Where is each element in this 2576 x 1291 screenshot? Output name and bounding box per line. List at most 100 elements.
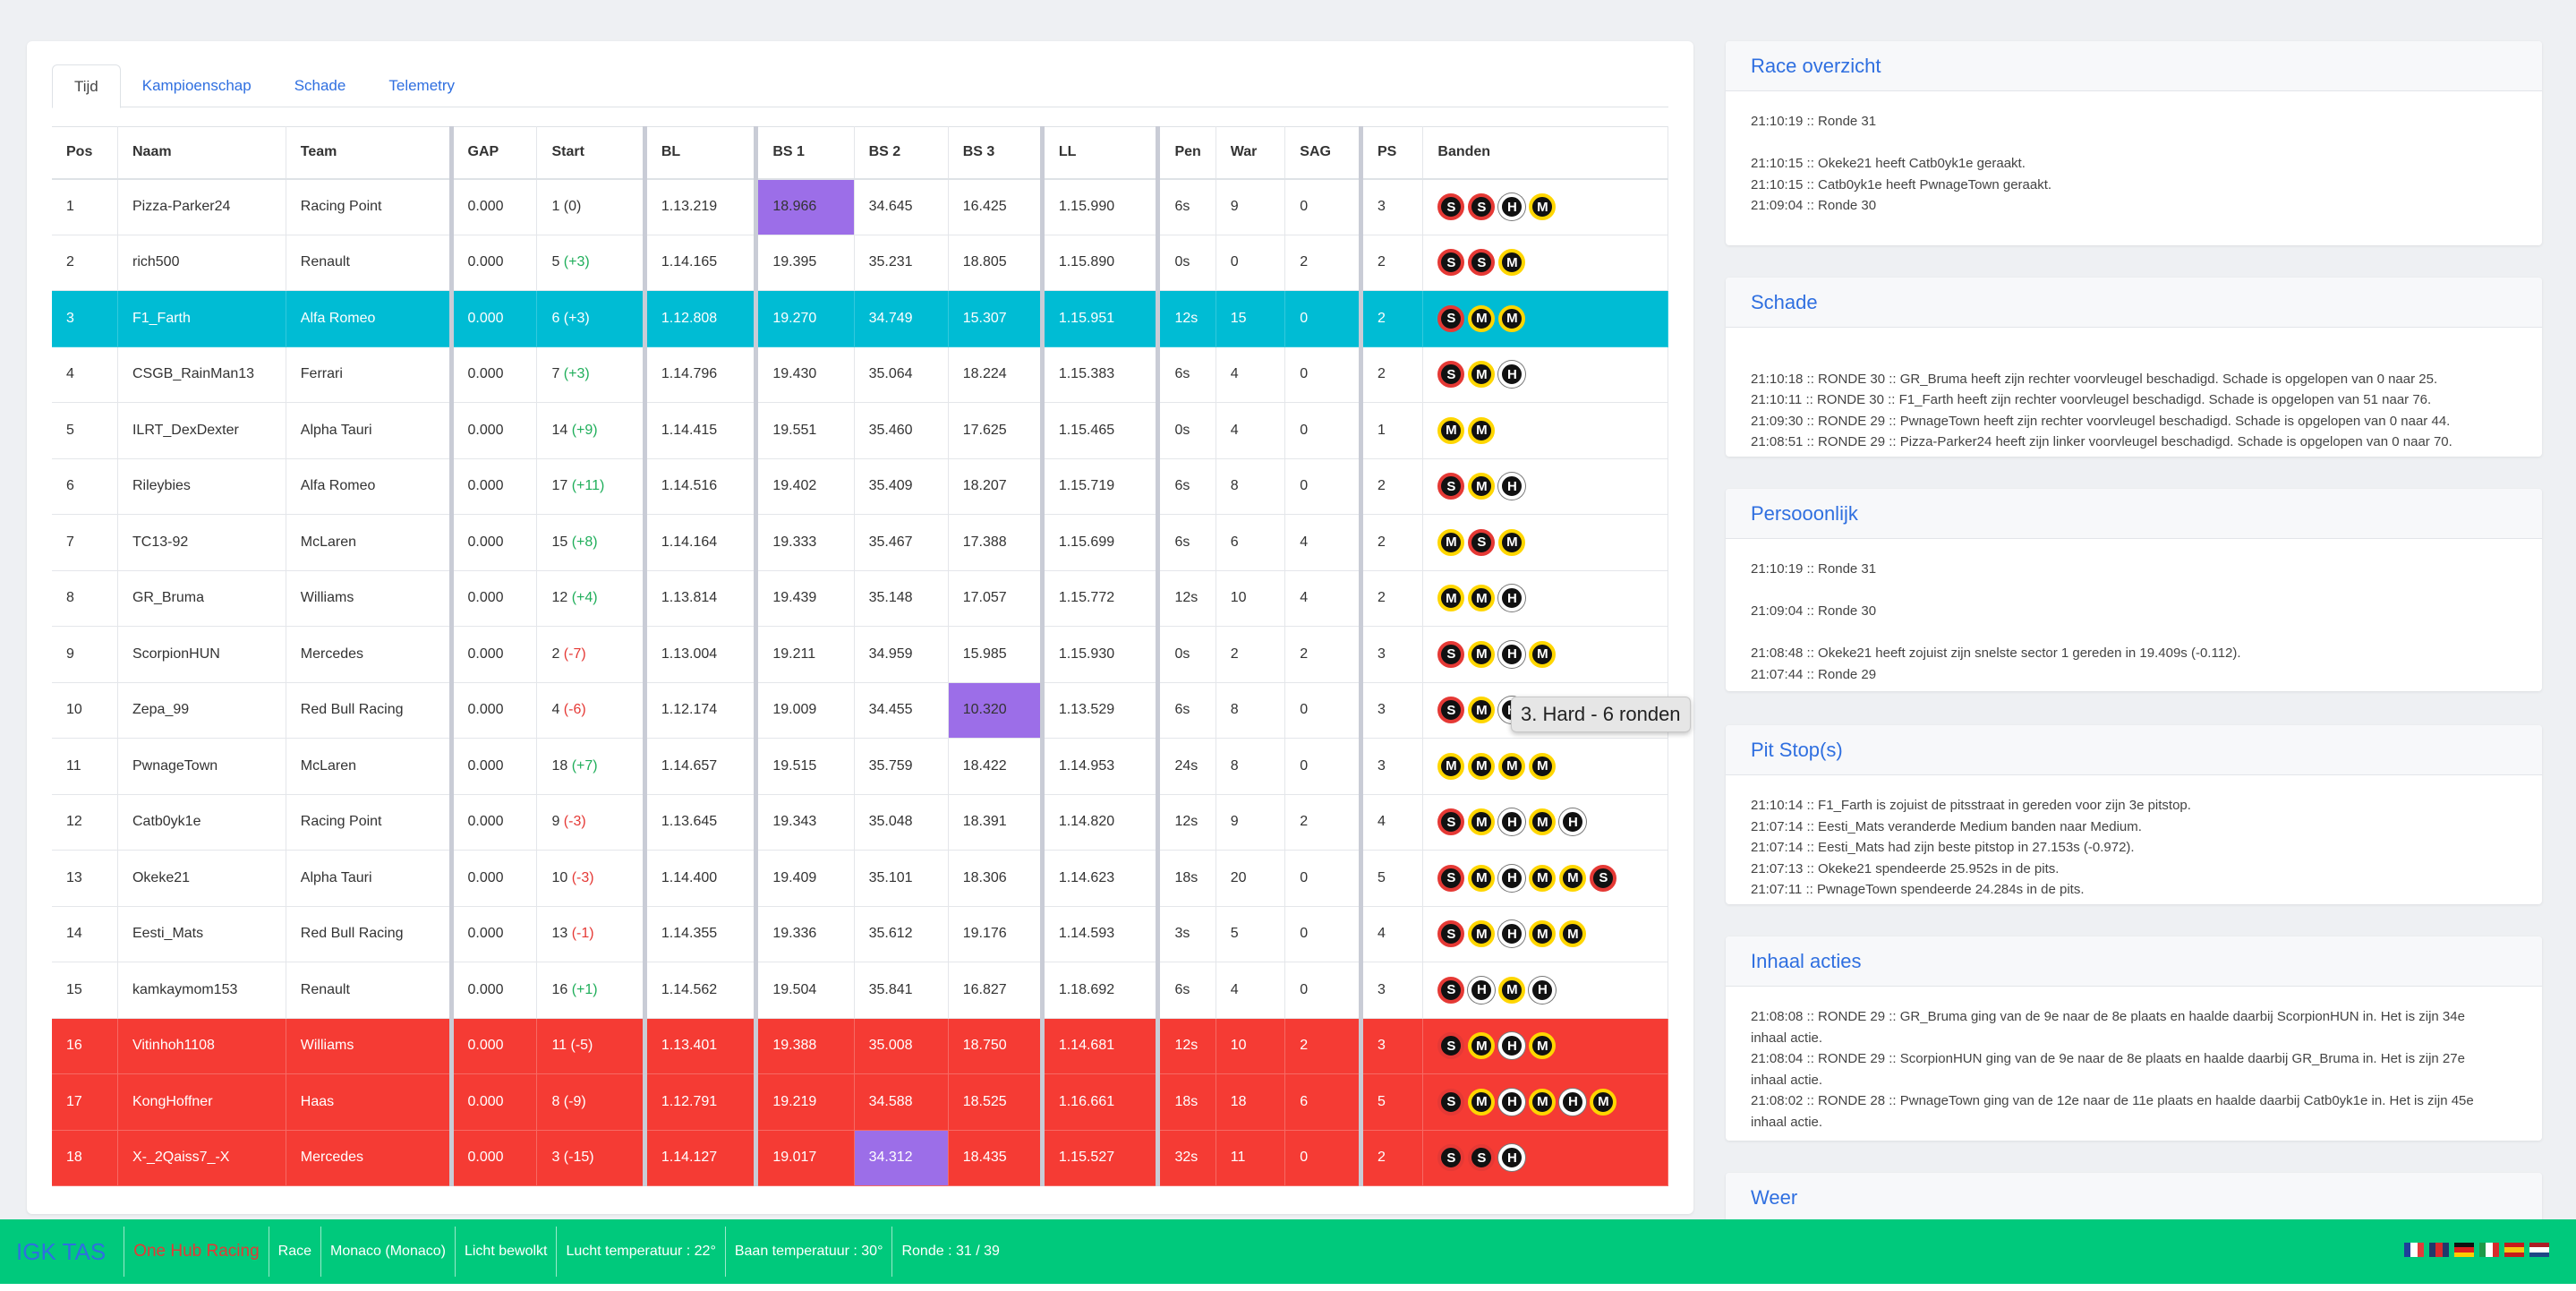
col-naam[interactable]: Naam: [117, 126, 286, 180]
tab-kampioenschap[interactable]: Kampioenschap: [141, 77, 252, 94]
col-pos[interactable]: Pos: [52, 126, 118, 180]
tyre-medium-icon[interactable]: M: [1468, 585, 1496, 612]
col-team[interactable]: Team: [286, 126, 454, 180]
col-gap[interactable]: GAP: [451, 126, 538, 180]
table-row[interactable]: 15 kamkaymom153 Renault 0.000 16 (+1) 1.14.56…: [52, 962, 1668, 1019]
tyre-medium-icon[interactable]: M: [1498, 304, 1526, 332]
tyre-soft-icon[interactable]: S: [1437, 1032, 1465, 1060]
col-sag[interactable]: SAG: [1284, 126, 1363, 180]
flag-de-icon[interactable]: [2454, 1243, 2474, 1257]
tyre-soft-icon[interactable]: S: [1437, 361, 1465, 389]
tab-tijd[interactable]: Tijd: [52, 64, 121, 108]
table-row[interactable]: 6 Rileybies Alfa Romeo 0.000 17 (+11) 1.14.51…: [52, 458, 1668, 515]
tyre-medium-icon[interactable]: M: [1437, 416, 1465, 444]
tyre-medium-icon[interactable]: M: [1529, 193, 1557, 220]
tyre-hard-icon[interactable]: H: [1468, 976, 1496, 1004]
tyre-medium-icon[interactable]: M: [1498, 249, 1526, 277]
tyre-soft-icon[interactable]: S: [1468, 249, 1496, 277]
tyre-medium-icon[interactable]: M: [1468, 416, 1496, 444]
tyre-soft-icon[interactable]: S: [1468, 1144, 1496, 1172]
tab-schade[interactable]: Schade: [294, 77, 346, 94]
col-bl[interactable]: BL: [644, 126, 759, 180]
tyre-medium-icon[interactable]: M: [1437, 528, 1465, 556]
col-start[interactable]: Start: [536, 126, 647, 180]
table-row[interactable]: 11 PwnageTown McLaren 0.000 18 (+7) 1.14.657 1…: [52, 738, 1668, 795]
tyre-hard-icon[interactable]: H: [1498, 808, 1526, 836]
table-row[interactable]: 4 CSGB_RainMan13 Ferrari 0.000 7 (+3) 1.14.79…: [52, 346, 1668, 403]
tyre-hard-icon[interactable]: H: [1498, 1144, 1526, 1172]
tyre-medium-icon[interactable]: M: [1529, 864, 1557, 892]
tyre-medium-icon[interactable]: M: [1559, 920, 1587, 948]
table-row[interactable]: 10 Zepa_99 Red Bull Racing 0.000 4 (-6) 1.12.…: [52, 682, 1668, 739]
col-ps[interactable]: PS: [1361, 126, 1424, 180]
tyre-hard-icon[interactable]: H: [1498, 920, 1526, 948]
tyre-medium-icon[interactable]: M: [1468, 808, 1496, 836]
table-row[interactable]: 12 Catb0yk1e Racing Point 0.000 9 (-3) 1.13.6…: [52, 794, 1668, 851]
tyre-medium-icon[interactable]: M: [1468, 1088, 1496, 1116]
tyre-soft-icon[interactable]: S: [1437, 193, 1465, 220]
col-war[interactable]: War: [1215, 126, 1286, 180]
table-row[interactable]: 9 ScorpionHUN Mercedes 0.000 2 (-7) 1.13.004 1…: [52, 626, 1668, 683]
tyre-medium-icon[interactable]: M: [1529, 752, 1557, 780]
flag-nl-icon[interactable]: [2529, 1243, 2549, 1257]
tyre-hard-icon[interactable]: H: [1559, 808, 1587, 836]
tyre-hard-icon[interactable]: H: [1498, 193, 1526, 220]
tyre-soft-icon[interactable]: S: [1437, 304, 1465, 332]
tyre-hard-icon[interactable]: H: [1498, 473, 1526, 500]
flag-gb-icon[interactable]: [2429, 1243, 2449, 1257]
tyre-soft-icon[interactable]: S: [1468, 528, 1496, 556]
tyre-hard-icon[interactable]: H: [1529, 976, 1557, 1004]
col-bs3[interactable]: BS 3: [948, 126, 1045, 180]
brand-logo[interactable]: IGK TAS: [0, 1227, 125, 1277]
flag-es-icon[interactable]: [2504, 1243, 2524, 1257]
tyre-medium-icon[interactable]: M: [1468, 864, 1496, 892]
tyre-medium-icon[interactable]: M: [1529, 640, 1557, 668]
table-row[interactable]: 16 Vitinhoh1108 Williams 0.000 11 (-5) 1.13.4…: [52, 1018, 1668, 1074]
tyre-medium-icon[interactable]: M: [1529, 808, 1557, 836]
tyre-soft-icon[interactable]: S: [1437, 976, 1465, 1004]
tyre-medium-icon[interactable]: M: [1468, 640, 1496, 668]
tyre-soft-icon[interactable]: S: [1437, 1088, 1465, 1116]
tyre-soft-icon[interactable]: S: [1437, 640, 1465, 668]
tyre-hard-icon[interactable]: H: [1498, 585, 1526, 612]
table-row[interactable]: 14 Eesti_Mats Red Bull Racing 0.000 13 (-1) 1…: [52, 906, 1668, 962]
table-row[interactable]: 3 F1_Farth Alfa Romeo 0.000 6 (+3) 1.12.808 19…: [52, 290, 1668, 347]
table-row[interactable]: 5 ILRT_DexDexter Alpha Tauri 0.000 14 (+9) 1.…: [52, 402, 1668, 459]
tyre-medium-icon[interactable]: M: [1468, 473, 1496, 500]
table-row[interactable]: 1 Pizza-Parker24 Racing Point 0.000 1 (0) 1.1…: [52, 178, 1668, 235]
tyre-medium-icon[interactable]: M: [1559, 864, 1587, 892]
tyre-hard-icon[interactable]: H: [1498, 1088, 1526, 1116]
tyre-soft-icon[interactable]: S: [1437, 808, 1465, 836]
tyre-soft-icon[interactable]: S: [1468, 193, 1496, 220]
table-row[interactable]: 7 TC13-92 McLaren 0.000 15 (+8) 1.14.164 19.33…: [52, 514, 1668, 571]
tyre-soft-icon[interactable]: S: [1590, 864, 1617, 892]
tyre-hard-icon[interactable]: H: [1559, 1088, 1587, 1116]
tyre-soft-icon[interactable]: S: [1437, 697, 1465, 724]
table-row[interactable]: 2 rich500 Renault 0.000 5 (+3) 1.14.165 19.395…: [52, 235, 1668, 291]
tyre-medium-icon[interactable]: M: [1498, 752, 1526, 780]
tyre-hard-icon[interactable]: H: [1498, 1032, 1526, 1060]
tyre-soft-icon[interactable]: S: [1437, 920, 1465, 948]
tyre-soft-icon[interactable]: S: [1437, 864, 1465, 892]
tyre-soft-icon[interactable]: S: [1437, 249, 1465, 277]
table-row[interactable]: 17 KongHoffner Haas 0.000 8 (-9) 1.12.791 19.2…: [52, 1073, 1668, 1131]
tyre-medium-icon[interactable]: M: [1468, 361, 1496, 389]
tyre-medium-icon[interactable]: M: [1468, 304, 1496, 332]
tyre-medium-icon[interactable]: M: [1468, 752, 1496, 780]
col-ll[interactable]: LL: [1042, 126, 1161, 180]
tyre-medium-icon[interactable]: M: [1437, 585, 1465, 612]
flag-fr-icon[interactable]: [2404, 1243, 2424, 1257]
tyre-medium-icon[interactable]: M: [1468, 1032, 1496, 1060]
tyre-medium-icon[interactable]: M: [1590, 1088, 1617, 1116]
col-banden[interactable]: Banden: [1422, 126, 1668, 180]
col-bs1[interactable]: BS 1: [755, 126, 855, 180]
tyre-hard-icon[interactable]: H: [1498, 361, 1526, 389]
tyre-medium-icon[interactable]: M: [1437, 752, 1465, 780]
table-row[interactable]: 18 X-_2Qaiss7_-X Mercedes 0.000 3 (-15) 1.14.…: [52, 1130, 1668, 1186]
tab-telemetry[interactable]: Telemetry: [388, 77, 456, 94]
tyre-hard-icon[interactable]: H: [1498, 864, 1526, 892]
tyre-medium-icon[interactable]: M: [1498, 976, 1526, 1004]
tyre-medium-icon[interactable]: M: [1468, 697, 1496, 724]
tyre-soft-icon[interactable]: S: [1437, 473, 1465, 500]
tyre-medium-icon[interactable]: M: [1529, 1032, 1557, 1060]
